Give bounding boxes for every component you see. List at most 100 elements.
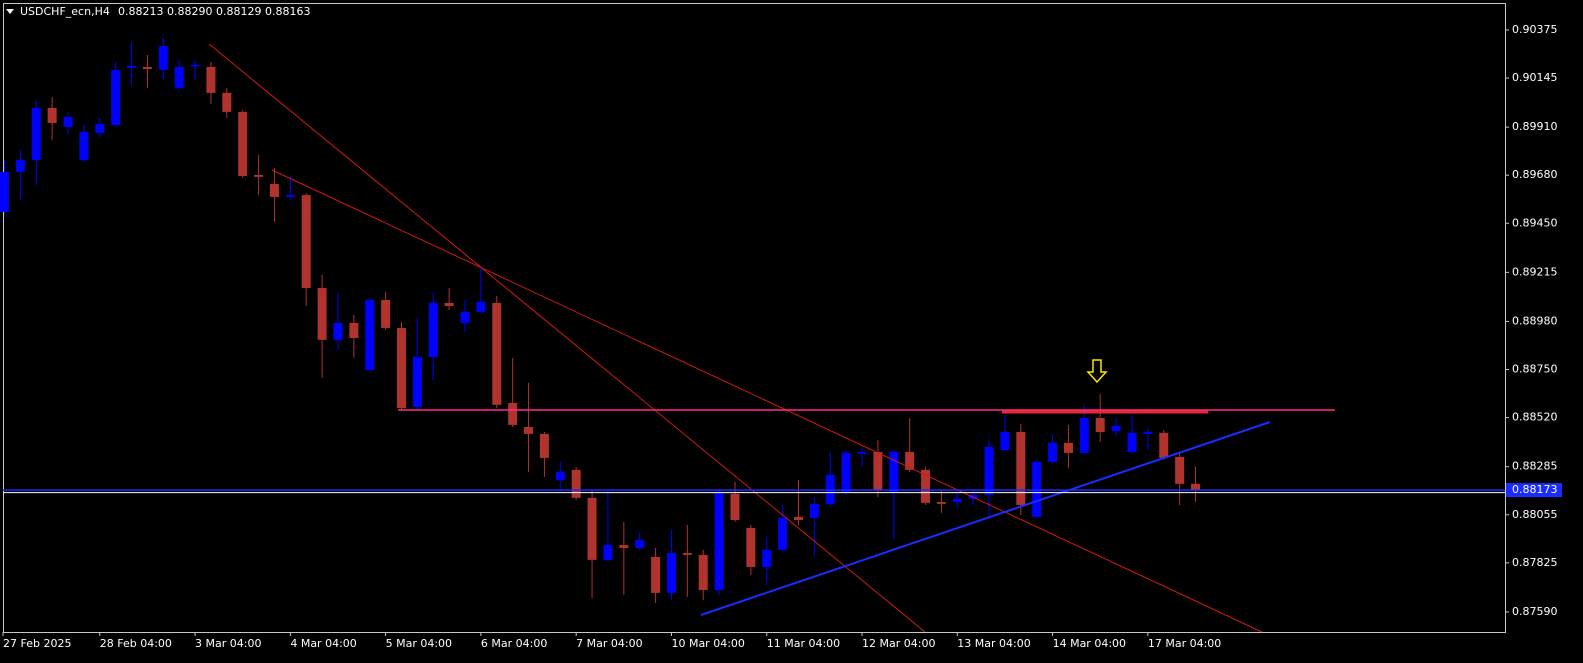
candle-body [47,107,57,123]
y-tick-label: 0.89910 [1512,120,1558,133]
x-tick-label: 11 Mar 04:00 [767,637,840,650]
candle-body [15,159,25,172]
drawing-objects [208,43,1335,633]
candle-body [349,322,359,338]
candle-body [285,195,295,197]
x-tick-label: 4 Mar 04:00 [290,637,356,650]
candle-body [127,65,137,68]
menu-triangle [6,9,14,14]
candle-body [476,301,486,312]
y-tick-label: 0.88750 [1512,363,1558,376]
candle-body [508,402,518,425]
candle-body [95,123,105,133]
candle-body [1159,432,1169,458]
candle-body [666,553,676,593]
candle-body [444,302,454,307]
candle-body [889,451,899,492]
candle-body [635,539,645,548]
x-tick-label: 5 Mar 04:00 [386,637,452,650]
candle-body [238,111,248,177]
candle-body [1127,432,1137,452]
x-tick-label: 13 Mar 04:00 [957,637,1030,650]
candle-body [809,504,819,518]
candle-body [412,356,422,407]
down-arrow [1086,359,1108,384]
current-price-box [1506,483,1562,498]
candle-body [428,302,438,357]
candle-body [317,288,327,340]
candle-body [778,517,788,550]
candle-body [0,171,9,212]
candle-body [746,527,756,568]
candle-body [63,116,73,127]
candle-body [921,469,931,503]
candle-body [190,64,200,67]
candle-body [539,433,549,458]
candle-body [952,498,962,503]
y-tick-label: 0.88980 [1512,314,1558,327]
candle-body [571,469,581,498]
candle-body [158,46,168,70]
candle-body [698,554,708,590]
candle-body [174,66,184,89]
candle-body [333,322,343,340]
candle-body [905,451,915,470]
candle-body [873,451,883,490]
candles [0,37,1200,603]
candle-body [492,302,502,405]
ohlc-header: 0.88213 0.88290 0.88129 0.88163 [118,5,310,18]
candle-body [1095,418,1105,433]
trend-line [208,43,926,633]
trend-line [271,169,1263,633]
candle-body [365,299,375,370]
candle-body [794,516,803,520]
symbol-title: USDCHF_ecn,H4 [20,5,110,18]
y-tick-label: 0.89215 [1512,265,1558,278]
candle-body [222,92,232,112]
candle-body [301,195,311,289]
candle-body [730,493,740,520]
candle-body [1191,483,1200,490]
candle-body [524,427,534,434]
x-tick-label: 12 Mar 04:00 [862,637,935,650]
candle-body [1143,432,1153,434]
candle-body [397,327,406,408]
x-tick-label: 10 Mar 04:00 [671,637,744,650]
candle-body [79,131,89,160]
candle-body [857,451,867,454]
candle-body [254,174,264,177]
candle-body [111,69,121,126]
x-tick-label: 14 Mar 04:00 [1053,637,1126,650]
candle-body [269,183,279,197]
candle-body [587,497,597,560]
axes: 0.90375 0.90145 0.89910 0.89680 0.89450 0.892… [2,23,1562,650]
y-tick-label: 0.90145 [1512,71,1558,84]
x-tick-label: 27 Feb 2025 [3,637,71,650]
current-price-label: 0.88173 [1512,483,1558,496]
plot-frame [3,3,1506,633]
candle-body [762,549,772,568]
x-tick-label: 6 Mar 04:00 [481,637,547,650]
candle-body [714,491,724,590]
candle-body [460,311,470,323]
candle-body [31,107,41,160]
y-tick-label: 0.88520 [1512,411,1558,424]
support-line [700,421,1271,616]
candle-body [1048,442,1058,462]
candle-body [1175,456,1185,484]
candle-body [555,471,565,480]
y-tick-label: 0.87825 [1512,556,1558,569]
candle-body [1016,432,1026,505]
candle-body [1063,442,1073,453]
candle-body [1079,418,1089,453]
x-tick-label: 3 Mar 04:00 [195,637,261,650]
candle-body [682,553,692,555]
y-tick-label: 0.88285 [1512,460,1558,473]
candle-body [142,66,152,70]
y-tick-label: 0.89450 [1512,216,1558,229]
candle-body [984,446,994,495]
candle-body [206,66,216,93]
y-tick-label: 0.90375 [1512,23,1558,36]
